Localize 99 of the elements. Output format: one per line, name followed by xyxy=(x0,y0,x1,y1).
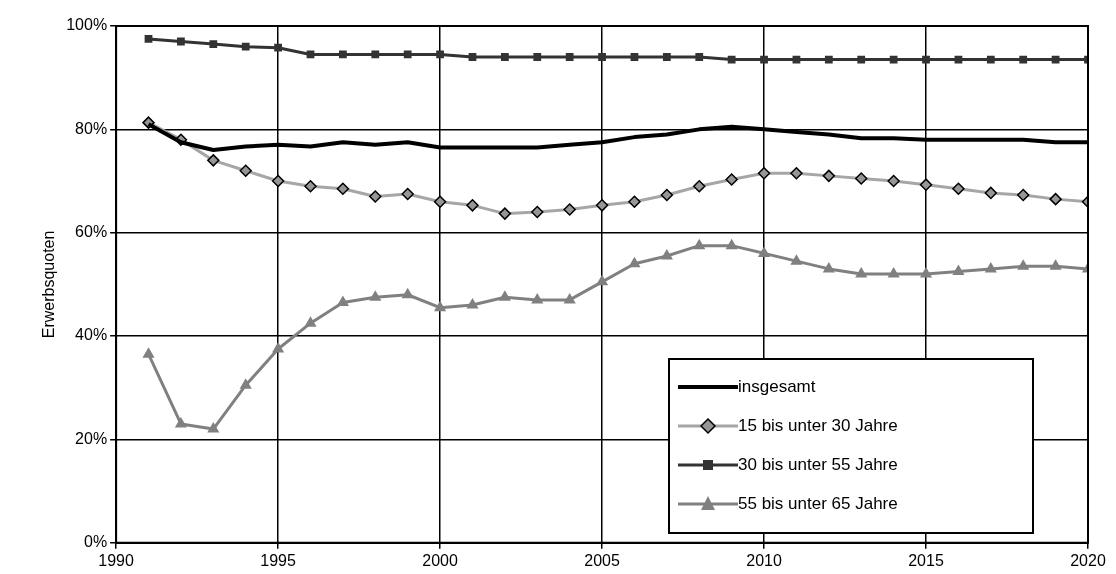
legend-label: insgesamt xyxy=(738,377,816,398)
point xyxy=(466,199,479,212)
y-axis-title: Erwerbsquoten xyxy=(40,230,58,339)
point xyxy=(725,173,738,186)
point xyxy=(984,261,997,273)
y-tick-label: 60% xyxy=(75,223,108,241)
point xyxy=(984,186,998,200)
point xyxy=(1049,192,1062,206)
x-tick-label: 2015 xyxy=(908,551,944,569)
point xyxy=(889,55,898,64)
point xyxy=(207,422,220,433)
point xyxy=(274,43,282,52)
point xyxy=(271,174,285,188)
point xyxy=(371,50,380,59)
point xyxy=(304,179,317,193)
point xyxy=(369,190,382,203)
point xyxy=(500,53,509,61)
point xyxy=(628,195,641,208)
point xyxy=(822,169,836,183)
point xyxy=(433,195,447,208)
point xyxy=(919,178,933,191)
point xyxy=(595,199,609,212)
point xyxy=(662,53,671,61)
x-tick-label: 2020 xyxy=(1070,551,1106,569)
point xyxy=(693,238,706,250)
point xyxy=(466,298,479,309)
point xyxy=(790,254,803,265)
y-tick-label: 100% xyxy=(66,16,108,34)
y-tick-label: 80% xyxy=(75,119,108,137)
point xyxy=(403,50,412,59)
y-tick-label: 20% xyxy=(75,429,108,447)
legend-label: 55 bis unter 65 Jahre xyxy=(738,494,898,515)
point xyxy=(986,55,995,64)
point xyxy=(822,261,835,273)
point xyxy=(209,40,218,48)
x-tick-label: 1990 xyxy=(98,551,135,569)
x-tick-label: 2005 xyxy=(584,551,620,569)
point xyxy=(727,55,736,64)
point xyxy=(563,203,576,216)
point xyxy=(144,35,153,43)
point xyxy=(854,172,868,185)
point xyxy=(1017,259,1030,270)
point xyxy=(598,53,606,61)
point xyxy=(790,167,803,180)
y-tick-label: 40% xyxy=(75,326,108,344)
point xyxy=(757,167,771,180)
point xyxy=(565,53,574,61)
point xyxy=(239,164,252,177)
point xyxy=(919,267,933,278)
point xyxy=(760,55,768,64)
point xyxy=(498,290,511,301)
point xyxy=(272,342,285,353)
point xyxy=(304,316,317,327)
point xyxy=(531,292,544,304)
point xyxy=(207,154,220,167)
point xyxy=(922,55,930,64)
point xyxy=(1016,188,1030,202)
point xyxy=(693,179,706,193)
point xyxy=(725,238,738,250)
point xyxy=(369,290,382,301)
point xyxy=(857,55,866,64)
point xyxy=(628,256,641,268)
point xyxy=(824,55,833,64)
x-tick-label: 2000 xyxy=(422,551,458,569)
point xyxy=(239,378,252,389)
point xyxy=(855,267,868,278)
point xyxy=(339,50,347,59)
point xyxy=(174,416,187,428)
point xyxy=(887,267,900,278)
point xyxy=(142,347,155,358)
legend-label: 30 bis unter 55 Jahre xyxy=(738,455,898,476)
point xyxy=(660,188,674,202)
point xyxy=(436,50,444,59)
point xyxy=(533,53,542,61)
point xyxy=(952,264,965,275)
point xyxy=(336,295,349,306)
point xyxy=(757,246,771,257)
point xyxy=(177,37,185,46)
point xyxy=(1049,259,1062,270)
point xyxy=(630,53,639,61)
point xyxy=(401,287,414,299)
point xyxy=(596,274,609,286)
point xyxy=(695,53,704,61)
point xyxy=(434,300,447,312)
point xyxy=(531,205,544,219)
x-tick-label: 2010 xyxy=(746,551,782,569)
point xyxy=(336,182,350,196)
point xyxy=(468,53,477,61)
point xyxy=(401,187,414,201)
x-tick-label: 1995 xyxy=(260,551,296,569)
point xyxy=(241,42,250,51)
point xyxy=(563,292,576,304)
point xyxy=(952,182,965,196)
point xyxy=(660,248,673,260)
point xyxy=(887,174,900,188)
point xyxy=(498,207,512,220)
y-tick-label: 0% xyxy=(84,533,108,551)
point xyxy=(1019,55,1028,64)
legend-label: 15 bis unter 30 Jahre xyxy=(738,416,898,437)
